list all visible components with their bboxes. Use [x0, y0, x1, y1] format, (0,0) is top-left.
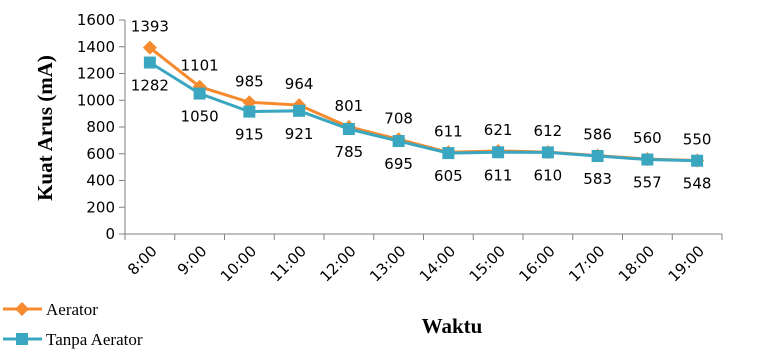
data-point-tanpa-aerator	[143, 56, 156, 69]
y-tick-label: 800	[86, 118, 115, 136]
x-tick-label: 19:00	[665, 242, 708, 285]
data-label-tanpa-aerator: 548	[683, 175, 712, 193]
data-label-tanpa-aerator: 785	[335, 143, 364, 161]
legend-marker-tanpa-aerator	[16, 333, 28, 345]
x-tick-label: 13:00	[366, 242, 409, 285]
x-tick-label: 17:00	[565, 242, 608, 285]
data-point-tanpa-aerator	[691, 154, 704, 167]
data-label-aerator: 1101	[181, 57, 219, 75]
x-tick-label: 11:00	[267, 242, 310, 285]
data-point-tanpa-aerator	[591, 150, 604, 163]
data-label-aerator: 586	[583, 126, 612, 144]
y-axis-title: Kuat Arus (mA)	[33, 55, 57, 201]
y-tick-label: 1000	[77, 91, 115, 109]
data-label-aerator: 550	[683, 130, 712, 148]
legend-item-tanpa-aerator: Tanpa Aerator	[3, 330, 143, 349]
y-tick-label: 1600	[77, 11, 115, 29]
data-label-aerator: 801	[335, 97, 364, 115]
legend-marker-aerator	[15, 302, 29, 316]
axes: 0 200 400 600 800 1000 1200 1400 1600 8:00 9:00 10:…	[77, 11, 723, 285]
y-tick-label: 200	[86, 198, 115, 216]
data-label-aerator: 612	[534, 122, 563, 140]
data-label-tanpa-aerator: 611	[484, 166, 513, 184]
y-tick-label: 1400	[77, 38, 115, 56]
x-tick-label: 14:00	[416, 242, 459, 285]
data-label-tanpa-aerator: 1282	[131, 77, 169, 95]
y-tick-label: 600	[86, 145, 115, 163]
series-line-tanpa-aerator	[149, 61, 698, 163]
data-point-tanpa-aerator	[492, 146, 505, 159]
data-point-aerator	[142, 40, 157, 55]
data-label-tanpa-aerator: 610	[534, 166, 563, 184]
data-point-tanpa-aerator	[193, 87, 206, 100]
data-label-aerator: 621	[484, 121, 513, 139]
data-label-aerator: 560	[633, 129, 662, 147]
data-label-aerator: 1393	[131, 18, 169, 36]
x-tick-label: 10:00	[217, 242, 260, 285]
data-label-aerator: 964	[285, 75, 314, 93]
x-tick-label: 18:00	[615, 242, 658, 285]
data-label-aerator: 985	[235, 72, 264, 90]
data-point-tanpa-aerator	[293, 104, 306, 117]
data-point-tanpa-aerator	[243, 105, 256, 118]
x-tick-label: 9:00	[174, 242, 211, 279]
data-point-tanpa-aerator	[392, 135, 405, 148]
x-tick-label: 16:00	[515, 242, 558, 285]
series-layer	[142, 40, 705, 168]
legend-label-aerator: Aerator	[46, 300, 98, 319]
data-label-tanpa-aerator: 1050	[181, 108, 219, 126]
legend-item-aerator: Aerator	[3, 300, 98, 319]
x-tick-label: 12:00	[316, 242, 359, 285]
y-tick-label: 0	[105, 225, 115, 243]
y-tick-label: 1200	[77, 65, 115, 83]
legend: Aerator Tanpa Aerator	[3, 300, 143, 349]
data-point-tanpa-aerator	[442, 147, 455, 160]
data-label-tanpa-aerator: 915	[235, 126, 264, 144]
data-label-tanpa-aerator: 921	[285, 125, 314, 143]
data-label-tanpa-aerator: 695	[384, 155, 413, 173]
data-labels-layer: 1393 1101 985 964 801 708 611 621 612 586 560 550 12…	[131, 18, 712, 193]
data-label-aerator: 611	[434, 122, 463, 140]
x-tick-label: 15:00	[466, 242, 509, 285]
data-label-aerator: 708	[384, 109, 413, 127]
data-label-tanpa-aerator: 605	[434, 167, 463, 185]
x-tick-label: 8:00	[124, 242, 161, 279]
data-label-tanpa-aerator: 583	[583, 170, 612, 188]
data-point-tanpa-aerator	[342, 123, 355, 136]
data-point-tanpa-aerator	[641, 153, 654, 166]
legend-label-tanpa-aerator: Tanpa Aerator	[46, 330, 143, 349]
data-point-tanpa-aerator	[541, 146, 554, 159]
x-axis-title: Waktu	[422, 314, 483, 338]
data-label-tanpa-aerator: 557	[633, 174, 662, 192]
y-tick-label: 400	[86, 172, 115, 190]
